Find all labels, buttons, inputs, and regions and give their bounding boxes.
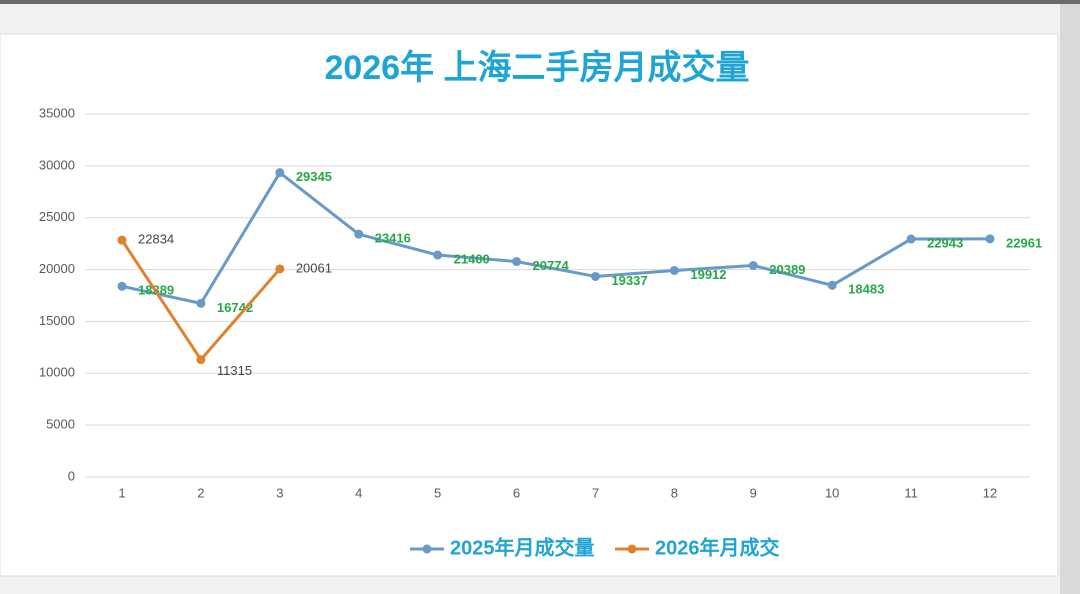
series-point <box>275 168 285 178</box>
x-tick-label: 3 <box>276 485 283 500</box>
x-tick-label: 6 <box>513 485 520 500</box>
series-point <box>354 229 364 239</box>
series-point <box>748 261 758 271</box>
chart-card <box>0 33 1059 577</box>
scrollbar <box>1060 4 1080 594</box>
series-point <box>827 280 837 290</box>
top-bar <box>0 0 1080 4</box>
data-label: 22961 <box>1006 235 1042 250</box>
legend-marker <box>627 544 637 554</box>
series-point <box>590 271 600 281</box>
x-tick-label: 11 <box>904 485 918 500</box>
legend-label: 2025年月成交量 <box>450 535 595 559</box>
y-tick-label: 15000 <box>39 313 75 328</box>
series-point <box>433 250 443 260</box>
data-label: 18483 <box>848 282 884 297</box>
data-label: 23416 <box>375 231 411 246</box>
y-tick-label: 35000 <box>39 105 75 120</box>
x-tick-label: 10 <box>825 485 839 500</box>
series-point <box>669 265 679 275</box>
data-label: 29345 <box>296 169 332 184</box>
chart-title: 2026年 上海二手房月成交量 <box>324 48 749 87</box>
x-tick-label: 1 <box>118 485 125 500</box>
x-tick-label: 4 <box>355 485 362 500</box>
x-tick-label: 8 <box>671 485 678 500</box>
series-point <box>117 235 127 245</box>
legend-label: 2026年月成交 <box>655 535 780 559</box>
data-label: 22834 <box>138 232 174 247</box>
series-line <box>121 171 991 305</box>
y-tick-label: 5000 <box>46 417 75 432</box>
data-label: 19337 <box>611 273 647 288</box>
y-tick-label: 20000 <box>39 261 75 276</box>
data-label: 22943 <box>927 235 963 250</box>
y-tick-label: 25000 <box>39 209 75 224</box>
y-tick-label: 10000 <box>39 365 75 380</box>
series-point <box>117 281 127 291</box>
series-point <box>512 257 522 267</box>
x-tick-label: 5 <box>434 485 441 500</box>
x-tick-label: 7 <box>592 485 599 500</box>
data-label: 20774 <box>533 258 570 273</box>
data-label: 21400 <box>454 251 490 266</box>
data-label: 20389 <box>769 262 805 277</box>
y-tick-label: 0 <box>68 468 75 483</box>
legend-marker <box>422 544 432 554</box>
series-point <box>275 264 285 274</box>
x-tick-label: 12 <box>983 485 997 500</box>
x-tick-label: 2 <box>197 485 204 500</box>
data-label: 11315 <box>217 363 252 378</box>
series-point <box>196 298 206 308</box>
series-point <box>906 234 916 244</box>
data-label: 20061 <box>296 260 332 275</box>
data-label: 19912 <box>690 267 726 282</box>
series-point <box>985 234 995 244</box>
series-point <box>196 355 206 365</box>
x-tick-label: 9 <box>750 485 757 500</box>
y-tick-label: 30000 <box>39 157 75 172</box>
